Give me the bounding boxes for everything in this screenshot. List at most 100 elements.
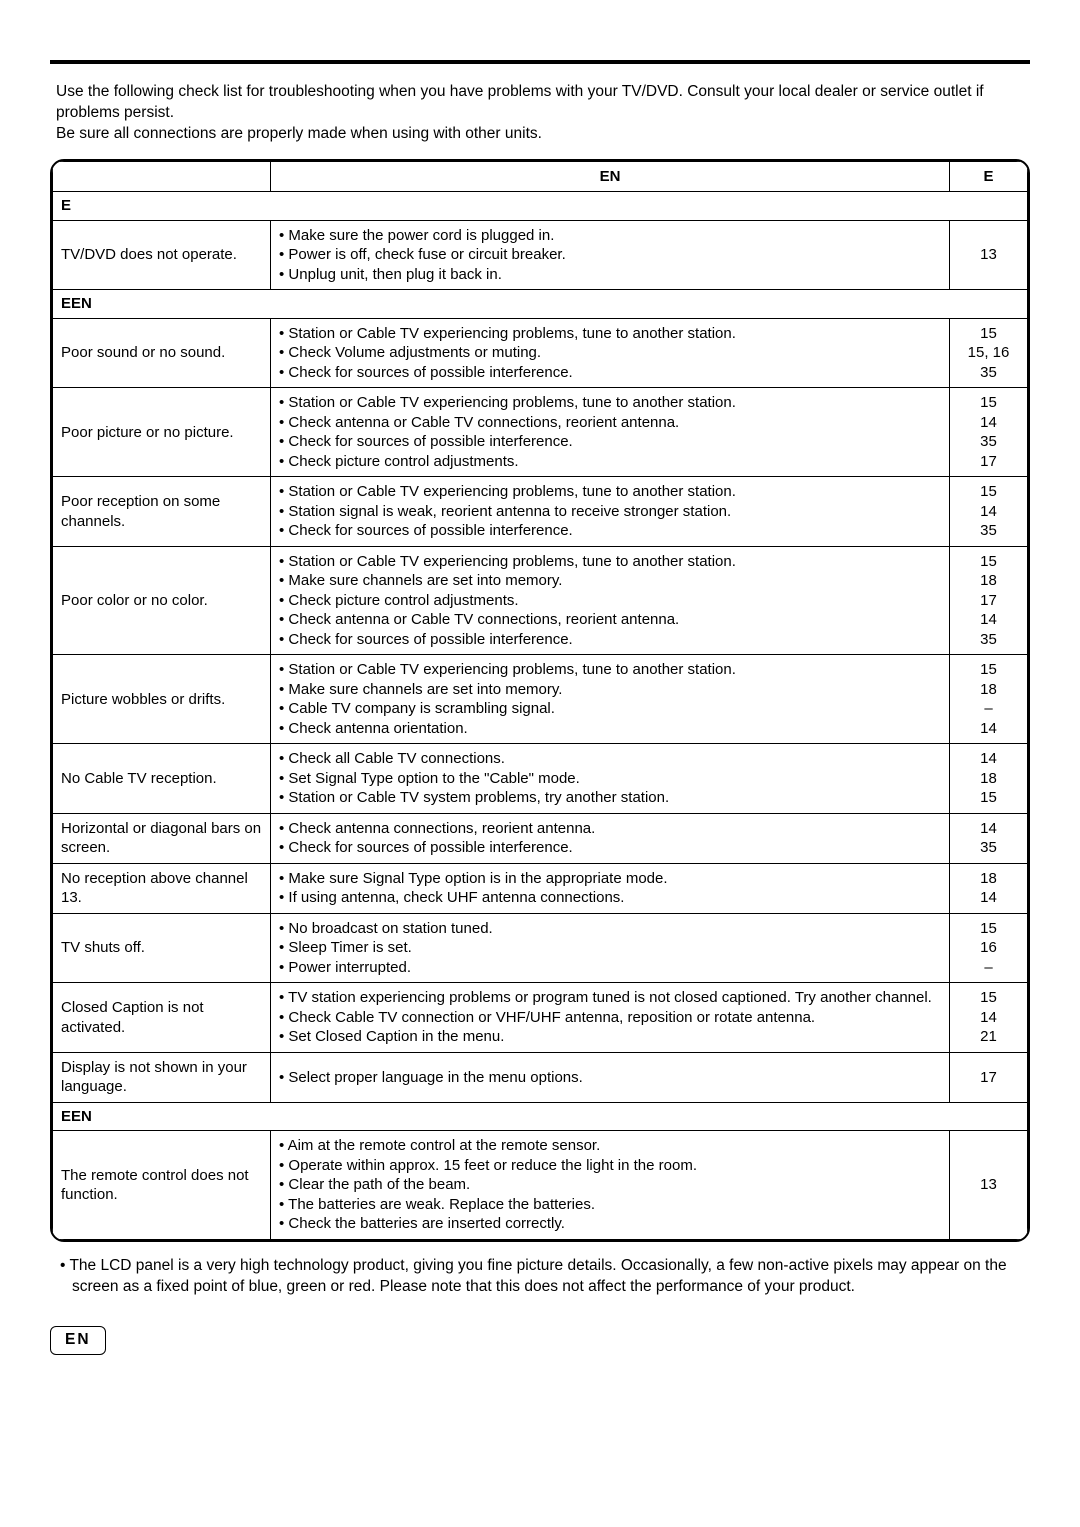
section-title: E	[53, 192, 1028, 221]
remedy-item: Check picture control adjustments.	[279, 452, 941, 472]
remedy-item: Make sure Signal Type option is in the a…	[279, 869, 941, 889]
symptom-cell: The remote control does not function.	[53, 1131, 271, 1240]
header-page: E	[950, 161, 1028, 192]
remedy-item: Station or Cable TV experiencing problem…	[279, 393, 941, 413]
remedy-item: Aim at the remote control at the remote …	[279, 1136, 941, 1156]
remedy-item: Set Signal Type option to the "Cable" mo…	[279, 769, 941, 789]
page-cell: 13	[950, 220, 1028, 290]
remedy-item: Station or Cable TV experiencing problem…	[279, 324, 941, 344]
table-row: Closed Caption is not activated. TV stati…	[53, 983, 1028, 1053]
remedy-item: Check antenna or Cable TV connections, r…	[279, 413, 941, 433]
remedy-item: Make sure channels are set into memory.	[279, 571, 941, 591]
symptom-cell: Horizontal or diagonal bars on screen.	[53, 813, 271, 863]
remedy-item: Check all Cable TV connections.	[279, 749, 941, 769]
remedy-cell: Check all Cable TV connections.Set Signa…	[271, 744, 950, 814]
remedy-item: Station or Cable TV experiencing problem…	[279, 552, 941, 572]
remedy-cell: Make sure the power cord is plugged in.P…	[271, 220, 950, 290]
table-row: Poor picture or no picture. Station or Ca…	[53, 388, 1028, 477]
page-cell: 15143517	[950, 388, 1028, 477]
page-language-tag: EN	[50, 1326, 106, 1355]
table-row: No Cable TV reception.Check all Cable TV…	[53, 744, 1028, 814]
section-row: E	[53, 192, 1028, 221]
remedy-item: Check antenna or Cable TV connections, r…	[279, 610, 941, 630]
remedy-cell: Check antenna connections, reorient ante…	[271, 813, 950, 863]
remedy-item: Set Closed Caption in the menu.	[279, 1027, 941, 1047]
page-cell: 1516–	[950, 913, 1028, 983]
remedy-item: Make sure the power cord is plugged in.	[279, 226, 941, 246]
remedy-item: Station or Cable TV system problems, try…	[279, 788, 941, 808]
symptom-cell: No Cable TV reception.	[53, 744, 271, 814]
page-cell: 13	[950, 1131, 1028, 1240]
remedy-item: Station or Cable TV experiencing problem…	[279, 482, 941, 502]
section-title: EEN	[53, 290, 1028, 319]
remedy-item: Make sure channels are set into memory.	[279, 680, 941, 700]
remedy-item: Unplug unit, then plug it back in.	[279, 265, 941, 285]
top-divider	[50, 60, 1030, 64]
table-row: TV shuts off.No broadcast on station tun…	[53, 913, 1028, 983]
troubleshoot-table-wrap: EN E ETV/DVD does not operate.Make sure …	[50, 159, 1030, 1242]
remedy-item: Check picture control adjustments.	[279, 591, 941, 611]
intro-line1: Use the following check list for trouble…	[56, 83, 984, 121]
table-row: Display is not shown in your language. Se…	[53, 1052, 1028, 1102]
remedy-cell: Select proper language in the menu optio…	[271, 1052, 950, 1102]
remedy-cell: Station or Cable TV experiencing problem…	[271, 655, 950, 744]
section-title: EEN	[53, 1102, 1028, 1131]
remedy-item: Select proper language in the menu optio…	[279, 1068, 941, 1088]
remedy-cell: Station or Cable TV experiencing problem…	[271, 318, 950, 388]
remedy-item: Clear the path of the beam.	[279, 1175, 941, 1195]
remedy-item: Cable TV company is scrambling signal.	[279, 699, 941, 719]
remedy-cell: Make sure Signal Type option is in the a…	[271, 863, 950, 913]
remedy-item: Check for sources of possible interferen…	[279, 363, 941, 383]
remedy-item: Check for sources of possible interferen…	[279, 630, 941, 650]
table-row: Poor reception on some channels.Station …	[53, 477, 1028, 547]
remedy-item: Operate within approx. 15 feet or reduce…	[279, 1156, 941, 1176]
remedy-item: No broadcast on station tuned.	[279, 919, 941, 939]
remedy-cell: No broadcast on station tuned.Sleep Time…	[271, 913, 950, 983]
table-header-row: EN E	[53, 161, 1028, 192]
symptom-cell: Poor picture or no picture.	[53, 388, 271, 477]
remedy-item: Check for sources of possible interferen…	[279, 521, 941, 541]
table-row: Poor color or no color. Station or Cable …	[53, 546, 1028, 655]
page-cell: 151435	[950, 477, 1028, 547]
remedy-item: Check antenna connections, reorient ante…	[279, 819, 941, 839]
remedy-item: If using antenna, check UHF antenna conn…	[279, 888, 941, 908]
footnote: • The LCD panel is a very high technolog…	[50, 1256, 1030, 1298]
page-cell: 151421	[950, 983, 1028, 1053]
intro-text: Use the following check list for trouble…	[50, 82, 1030, 145]
remedy-item: TV station experiencing problems or prog…	[279, 988, 941, 1008]
symptom-cell: Display is not shown in your language.	[53, 1052, 271, 1102]
troubleshoot-table: EN E ETV/DVD does not operate.Make sure …	[52, 161, 1028, 1240]
remedy-item: Check for sources of possible interferen…	[279, 432, 941, 452]
table-row: Poor sound or no sound. Station or Cable …	[53, 318, 1028, 388]
remedy-item: Check for sources of possible interferen…	[279, 838, 941, 858]
page-cell: 1814	[950, 863, 1028, 913]
remedy-cell: TV station experiencing problems or prog…	[271, 983, 950, 1053]
symptom-cell: Picture wobbles or drifts.	[53, 655, 271, 744]
remedy-item: Check the batteries are inserted correct…	[279, 1214, 941, 1234]
remedy-item: Sleep Timer is set.	[279, 938, 941, 958]
intro-line2: Be sure all connections are properly mad…	[56, 125, 542, 142]
symptom-cell: No reception above channel 13.	[53, 863, 271, 913]
page-cell: 1515, 1635	[950, 318, 1028, 388]
section-row: EEN	[53, 1102, 1028, 1131]
page-cell: 1518–14	[950, 655, 1028, 744]
remedy-cell: Station or Cable TV experiencing problem…	[271, 477, 950, 547]
page-cell: 1435	[950, 813, 1028, 863]
remedy-item: Check Volume adjustments or muting.	[279, 343, 941, 363]
remedy-item: Station signal is weak, reorient antenna…	[279, 502, 941, 522]
page-cell: 141815	[950, 744, 1028, 814]
table-body: ETV/DVD does not operate.Make sure the p…	[53, 192, 1028, 1240]
symptom-cell: Poor sound or no sound.	[53, 318, 271, 388]
page-cell: 1518171435	[950, 546, 1028, 655]
symptom-cell: TV shuts off.	[53, 913, 271, 983]
symptom-cell: Poor color or no color.	[53, 546, 271, 655]
section-row: EEN	[53, 290, 1028, 319]
remedy-cell: Station or Cable TV experiencing problem…	[271, 546, 950, 655]
remedy-item: Power is off, check fuse or circuit brea…	[279, 245, 941, 265]
table-row: Picture wobbles or drifts.Station or Cab…	[53, 655, 1028, 744]
remedy-item: Power interrupted.	[279, 958, 941, 978]
table-row: The remote control does not function. Aim…	[53, 1131, 1028, 1240]
header-remedy: EN	[271, 161, 950, 192]
symptom-cell: Closed Caption is not activated.	[53, 983, 271, 1053]
table-row: TV/DVD does not operate.Make sure the po…	[53, 220, 1028, 290]
